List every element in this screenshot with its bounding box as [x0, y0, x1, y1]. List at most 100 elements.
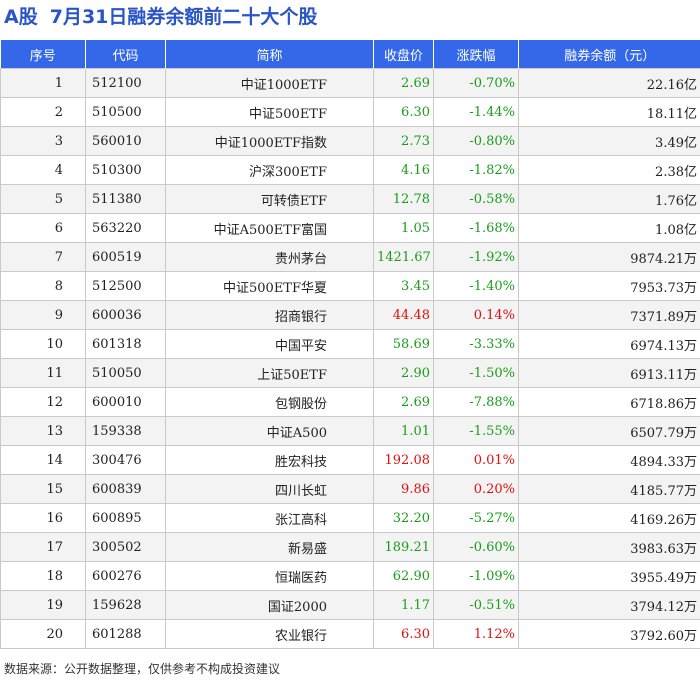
code-cell: 159338 [85, 416, 166, 446]
lending-balance-cell: 3792.60万 [518, 619, 700, 649]
name-cell: 中证A500ETF富国 [165, 213, 374, 243]
close-price-cell: 3.45 [373, 271, 434, 301]
name-cell: 中证1000ETF指数 [165, 126, 374, 156]
code-cell: 512100 [85, 68, 166, 98]
table-row: 7 600519 贵州茅台 1421.67 -1.92% 9874.21万 [0, 242, 700, 272]
code-cell: 560010 [85, 126, 166, 156]
table-row: 17 300502 新易盛 189.21 -0.60% 3983.63万 [0, 532, 700, 562]
close-price-cell: 12.78 [373, 184, 434, 214]
change-pct-cell: -1.82% [433, 155, 519, 185]
rank-cell: 16 [0, 503, 86, 533]
change-pct-cell: 0.14% [433, 300, 519, 330]
change-pct-cell: -0.58% [433, 184, 519, 214]
close-price-cell: 2.69 [373, 68, 434, 98]
name-cell: 上证50ETF [165, 358, 374, 388]
table-row: 9 600036 招商银行 44.48 0.14% 7371.89万 [0, 300, 700, 330]
rank-cell: 14 [0, 445, 86, 475]
page-title: A股 7月31日融券余额前二十大个股 [4, 2, 317, 34]
header-rank: 序号 [0, 40, 86, 69]
lending-balance-cell: 4169.26万 [518, 503, 700, 533]
code-cell: 600036 [85, 300, 166, 330]
code-cell: 600895 [85, 503, 166, 533]
change-pct-cell: -5.27% [433, 503, 519, 533]
rank-cell: 13 [0, 416, 86, 446]
name-cell: 恒瑞医药 [165, 561, 374, 591]
rank-cell: 4 [0, 155, 86, 185]
lending-balance-cell: 1.08亿 [518, 213, 700, 243]
rank-cell: 1 [0, 68, 86, 98]
name-cell: 招商银行 [165, 300, 374, 330]
lending-balance-cell: 7953.73万 [518, 271, 700, 301]
header-name: 简称 [165, 40, 374, 69]
close-price-cell: 6.30 [373, 619, 434, 649]
change-pct-cell: -7.88% [433, 387, 519, 417]
lending-balance-cell: 3983.63万 [518, 532, 700, 562]
table-row: 6 563220 中证A500ETF富国 1.05 -1.68% 1.08亿 [0, 213, 700, 243]
change-pct-cell: -3.33% [433, 329, 519, 359]
title-text: 7月31日融券余额前二十大个股 [49, 6, 318, 28]
table-row: 15 600839 四川长虹 9.86 0.20% 4185.77万 [0, 474, 700, 504]
data-source-note: 数据来源：公开数据整理，仅供参考不构成投资建议 [4, 662, 281, 676]
change-pct-cell: -1.55% [433, 416, 519, 446]
lending-balance-cell: 9874.21万 [518, 242, 700, 272]
table-row: 5 511380 可转债ETF 12.78 -0.58% 1.76亿 [0, 184, 700, 214]
table-row: 11 510050 上证50ETF 2.90 -1.50% 6913.11万 [0, 358, 700, 388]
name-cell: 胜宏科技 [165, 445, 374, 475]
table-row: 20 601288 农业银行 6.30 1.12% 3792.60万 [0, 619, 700, 649]
table-row: 18 600276 恒瑞医药 62.90 -1.09% 3955.49万 [0, 561, 700, 591]
name-cell: 中证1000ETF [165, 68, 374, 98]
close-price-cell: 2.69 [373, 387, 434, 417]
close-price-cell: 32.20 [373, 503, 434, 533]
lending-balance-cell: 4894.33万 [518, 445, 700, 475]
code-cell: 600839 [85, 474, 166, 504]
code-cell: 511380 [85, 184, 166, 214]
rank-cell: 10 [0, 329, 86, 359]
lending-balance-cell: 6718.86万 [518, 387, 700, 417]
table-row: 1 512100 中证1000ETF 2.69 -0.70% 22.16亿 [0, 68, 700, 98]
change-pct-cell: 0.01% [433, 445, 519, 475]
code-cell: 510500 [85, 97, 166, 127]
rank-cell: 12 [0, 387, 86, 417]
close-price-cell: 1421.67 [373, 242, 434, 272]
table-row: 2 510500 中证500ETF 6.30 -1.44% 18.11亿 [0, 97, 700, 127]
close-price-cell: 9.86 [373, 474, 434, 504]
change-pct-cell: -1.68% [433, 213, 519, 243]
close-price-cell: 6.30 [373, 97, 434, 127]
close-price-cell: 189.21 [373, 532, 434, 562]
change-pct-cell: -0.80% [433, 126, 519, 156]
lending-balance-cell: 2.38亿 [518, 155, 700, 185]
name-cell: 沪深300ETF [165, 155, 374, 185]
close-price-cell: 44.48 [373, 300, 434, 330]
rank-cell: 17 [0, 532, 86, 562]
rank-cell: 5 [0, 184, 86, 214]
lending-balance-cell: 3794.12万 [518, 590, 700, 620]
close-price-cell: 58.69 [373, 329, 434, 359]
code-cell: 600010 [85, 387, 166, 417]
header-change-pct: 涨跌幅 [433, 40, 519, 69]
lending-balance-cell: 6507.79万 [518, 416, 700, 446]
change-pct-cell: -1.50% [433, 358, 519, 388]
name-cell: 四川长虹 [165, 474, 374, 504]
close-price-cell: 1.17 [373, 590, 434, 620]
change-pct-cell: -1.40% [433, 271, 519, 301]
code-cell: 600276 [85, 561, 166, 591]
name-cell: 中证A500 [165, 416, 374, 446]
name-cell: 中证500ETF [165, 97, 374, 127]
close-price-cell: 2.90 [373, 358, 434, 388]
rank-cell: 3 [0, 126, 86, 156]
change-pct-cell: -1.92% [433, 242, 519, 272]
name-cell: 新易盛 [165, 532, 374, 562]
lending-balance-cell: 6974.13万 [518, 329, 700, 359]
name-cell: 中国平安 [165, 329, 374, 359]
code-cell: 510300 [85, 155, 166, 185]
table-row: 12 600010 包钢股份 2.69 -7.88% 6718.86万 [0, 387, 700, 417]
rank-cell: 15 [0, 474, 86, 504]
rank-cell: 8 [0, 271, 86, 301]
table-row: 10 601318 中国平安 58.69 -3.33% 6974.13万 [0, 329, 700, 359]
securities-lending-table: 序号 代码 简称 收盘价 涨跌幅 融券余额（元） 1 512100 中证1000ET… [0, 40, 700, 649]
header-lending-balance: 融券余额（元） [518, 40, 700, 69]
name-cell: 农业银行 [165, 619, 374, 649]
title-tag: A股 [4, 6, 38, 28]
change-pct-cell: -0.51% [433, 590, 519, 620]
code-cell: 159628 [85, 590, 166, 620]
